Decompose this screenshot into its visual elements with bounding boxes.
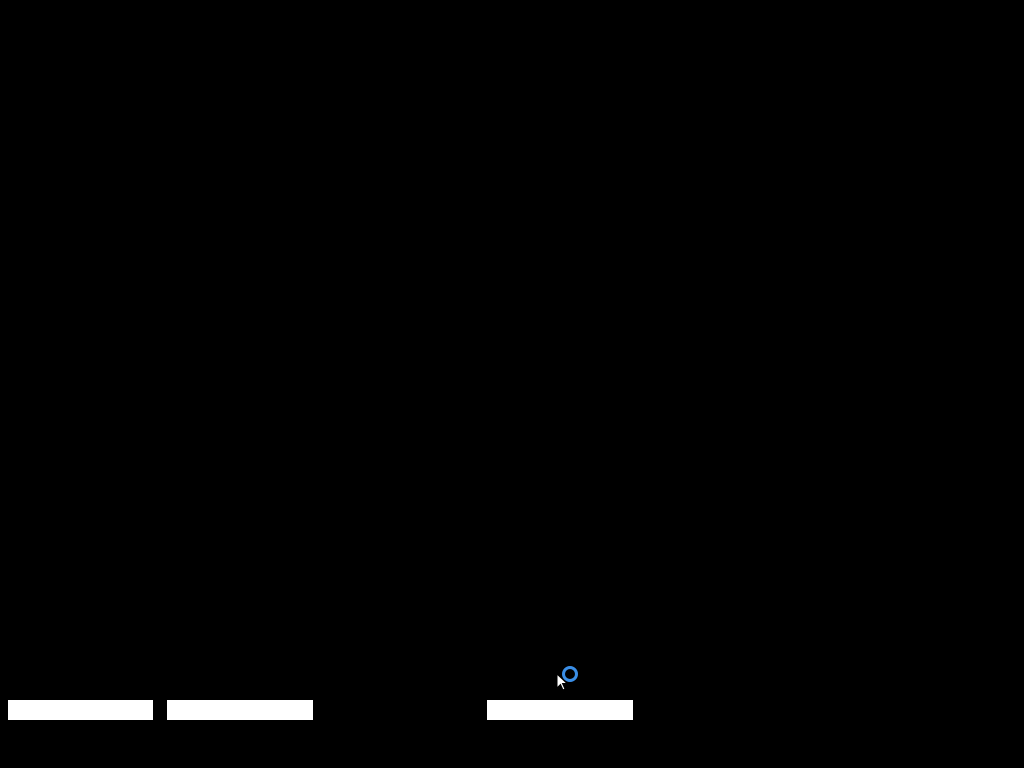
white-bar-1[interactable] bbox=[8, 700, 153, 720]
busy-spinner-icon bbox=[562, 666, 578, 682]
white-bar-3[interactable] bbox=[487, 700, 633, 720]
white-bar-2[interactable] bbox=[167, 700, 313, 720]
arrow-pointer-icon bbox=[556, 673, 568, 691]
